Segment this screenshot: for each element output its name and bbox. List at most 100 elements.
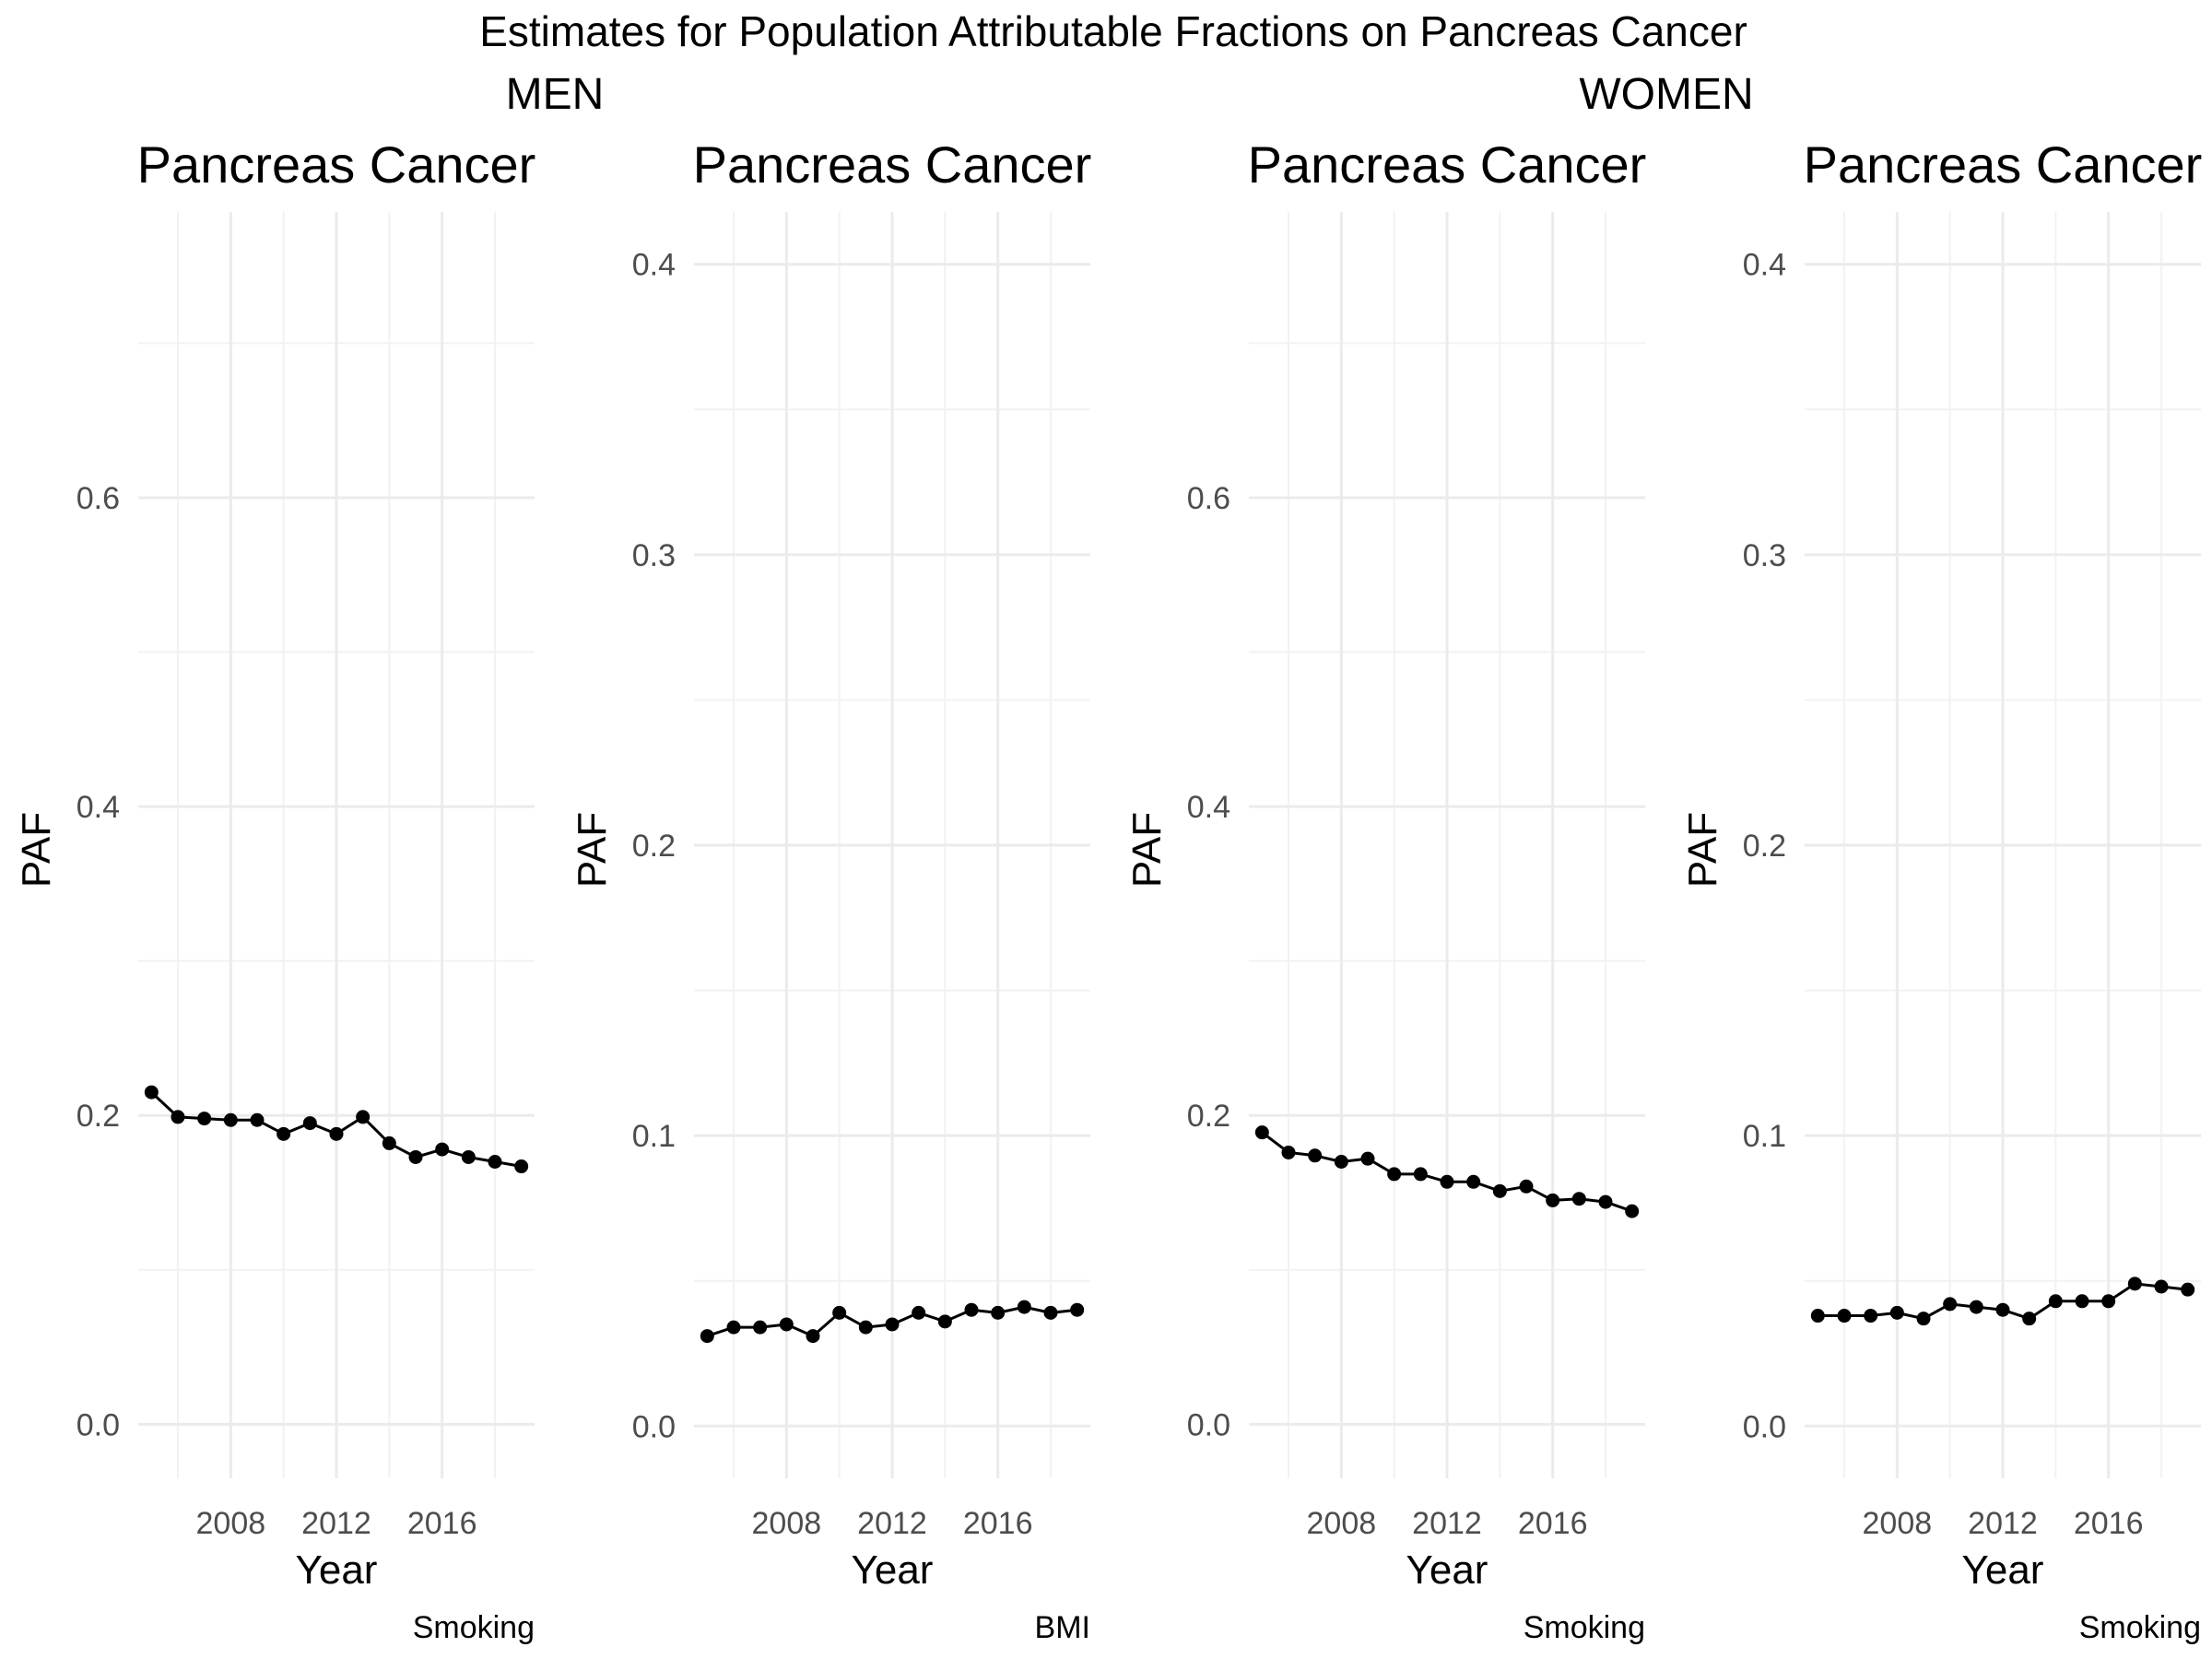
x-tick-label: 2008	[1307, 1506, 1377, 1541]
data-point-2013	[2022, 1312, 2037, 1326]
data-point-2016	[2101, 1294, 2116, 1309]
y-tick-label: 0.4	[1187, 790, 1230, 825]
data-point-2006	[1281, 1145, 1296, 1159]
chart-panel-3: 0.0 0.2 0.4 0.6 2008 2012 2016 Pancreas Cancer Y…	[1124, 135, 1646, 1645]
data-point-2013	[356, 1110, 371, 1124]
x-axis-title: Year	[852, 1547, 934, 1593]
data-point-2005	[144, 1085, 159, 1100]
data-point-2006	[1837, 1309, 1852, 1324]
data-point-2005	[1254, 1125, 1269, 1140]
data-point-2011	[302, 1116, 317, 1131]
data-point-2016	[1546, 1193, 1560, 1207]
data-point-2009	[1360, 1151, 1375, 1166]
x-tick-label: 2012	[301, 1506, 371, 1541]
y-axis-title: PAF	[1680, 812, 1725, 888]
data-point-2010	[276, 1126, 291, 1141]
x-tick-label: 2008	[752, 1506, 822, 1541]
x-tick-label: 2016	[2074, 1506, 2144, 1541]
y-tick-label: 0.4	[76, 790, 120, 825]
panel-title: Pancreas Cancer	[693, 135, 1092, 194]
y-tick-label: 0.6	[1187, 481, 1230, 516]
y-tick-label: 0.2	[632, 829, 676, 864]
data-point-2005	[1810, 1309, 1825, 1324]
panel-caption: Smoking	[413, 1610, 535, 1645]
data-point-2010	[1387, 1167, 1402, 1182]
data-point-2009	[250, 1112, 265, 1127]
x-tick-label: 2016	[963, 1506, 1033, 1541]
y-tick-label: 0.2	[76, 1099, 120, 1134]
data-point-2008	[1889, 1305, 1904, 1320]
data-point-2018	[488, 1155, 502, 1169]
figure-title: Estimates for Population Attributable Fr…	[479, 7, 1747, 55]
y-tick-label: 0.0	[632, 1409, 676, 1444]
data-point-2018	[1598, 1194, 1613, 1209]
data-point-2015	[1519, 1179, 1534, 1194]
y-tick-label: 0.2	[1187, 1099, 1230, 1134]
data-point-2017	[461, 1149, 476, 1164]
data-point-2013	[1466, 1174, 1481, 1189]
x-tick-label: 2016	[407, 1506, 477, 1541]
y-tick-label: 0.1	[632, 1119, 676, 1154]
data-point-2017	[1571, 1192, 1586, 1206]
data-point-2007	[1308, 1148, 1323, 1163]
x-tick-label: 2016	[1518, 1506, 1588, 1541]
y-axis-title: PAF	[14, 812, 59, 888]
data-point-2009	[1916, 1312, 1931, 1326]
data-point-2015	[2075, 1294, 2089, 1309]
data-point-2018	[2154, 1279, 2169, 1294]
data-point-2005	[700, 1329, 714, 1344]
y-tick-label: 0.3	[632, 538, 676, 573]
y-axis-title: PAF	[1124, 812, 1170, 888]
x-tick-label: 2012	[1412, 1506, 1482, 1541]
x-tick-label: 2012	[1968, 1506, 2038, 1541]
data-point-2019	[1625, 1204, 1640, 1218]
y-tick-label: 0.0	[1743, 1409, 1786, 1444]
data-point-2015	[964, 1302, 979, 1317]
group-label-women: WOMEN	[1579, 70, 1753, 119]
panels: 0.0 0.2 0.4 0.6 2008 2012 2016 Pancreas Cancer Y…	[14, 135, 2202, 1645]
data-point-2007	[197, 1112, 212, 1126]
data-point-2014	[1492, 1183, 1507, 1198]
x-axis-title: Year	[1406, 1547, 1488, 1593]
y-tick-label: 0.0	[1187, 1407, 1230, 1442]
data-point-2008	[223, 1112, 238, 1127]
panel-title: Pancreas Cancer	[1248, 135, 1647, 194]
group-label-men: MEN	[506, 70, 605, 119]
y-axis-title: PAF	[570, 812, 615, 888]
panel-caption: Smoking	[1524, 1610, 1645, 1645]
chart-panel-4: 0.0 0.1 0.2 0.3 0.4 2008 2012 2016 Pancreas Canc…	[1680, 135, 2202, 1645]
panel-title: Pancreas Cancer	[137, 135, 536, 194]
data-point-2011	[1969, 1300, 1983, 1314]
data-point-2019	[1070, 1302, 1085, 1317]
data-point-2011	[858, 1320, 873, 1335]
x-tick-label: 2008	[1863, 1506, 1933, 1541]
data-point-2008	[1334, 1155, 1348, 1169]
data-point-2006	[171, 1110, 185, 1124]
x-tick-label: 2008	[196, 1506, 266, 1541]
data-point-2014	[2048, 1294, 2063, 1309]
data-point-2012	[1440, 1174, 1454, 1189]
data-point-2016	[991, 1305, 1006, 1320]
data-point-2015	[408, 1149, 423, 1164]
data-point-2008	[779, 1317, 794, 1332]
data-point-2007	[1864, 1309, 1878, 1324]
x-axis-title: Year	[1962, 1547, 2044, 1593]
y-tick-label: 0.0	[76, 1407, 120, 1442]
y-tick-label: 0.6	[76, 481, 120, 516]
data-point-2009	[806, 1329, 820, 1344]
data-point-2017	[2127, 1277, 2142, 1291]
chart-panel-1: 0.0 0.2 0.4 0.6 2008 2012 2016 Pancreas Cancer Y…	[14, 135, 535, 1645]
y-tick-label: 0.2	[1743, 829, 1786, 864]
data-point-2019	[2181, 1282, 2195, 1297]
data-point-2012	[885, 1317, 900, 1332]
panel-caption: BMI	[1035, 1610, 1090, 1645]
data-point-2019	[514, 1159, 529, 1174]
data-point-2006	[726, 1320, 741, 1335]
data-point-2012	[329, 1126, 344, 1141]
x-tick-label: 2012	[857, 1506, 927, 1541]
panel-caption: Smoking	[2079, 1610, 2201, 1645]
chart-panel-2: 0.0 0.1 0.2 0.3 0.4 2008 2012 2016 Pancreas Canc…	[570, 135, 1091, 1645]
y-tick-label: 0.1	[1743, 1119, 1786, 1154]
y-tick-label: 0.4	[1743, 248, 1786, 283]
